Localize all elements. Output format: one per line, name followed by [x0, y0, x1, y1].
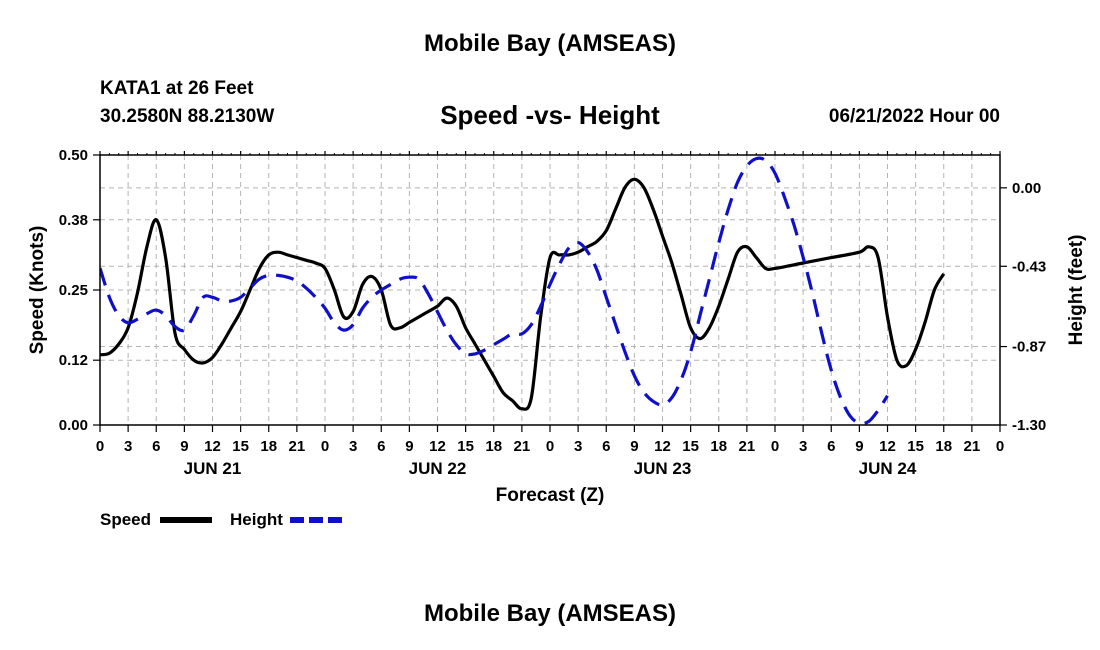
x-tick-label: 12: [879, 438, 896, 455]
day-label: JUN 23: [634, 459, 692, 478]
x-tick-label: 6: [152, 438, 160, 455]
grid: [100, 155, 1000, 426]
footer-title: Mobile Bay (AMSEAS): [423, 600, 677, 627]
x-tick-label: 15: [457, 438, 474, 455]
y-axis-title: Speed (Knots): [27, 226, 48, 355]
x-tick-label: 18: [485, 438, 502, 455]
x-tick-label: 21: [739, 438, 756, 455]
day-label: JUN 24: [859, 459, 917, 478]
forecast-run-time: 06/21/2022 Hour 00: [828, 106, 1000, 127]
x-tick-label: 12: [204, 438, 221, 455]
chart-title: Speed -vs- Height: [440, 100, 660, 130]
x-tick-label: 3: [574, 438, 582, 455]
legend: Speed Height: [100, 510, 342, 529]
x-tick-label: 12: [654, 438, 671, 455]
x-tick-label: 9: [405, 438, 413, 455]
series-speed-line: [100, 177, 946, 411]
y2-tick-label: -0.43: [1012, 258, 1046, 275]
y-tick-label: 0.25: [59, 282, 88, 299]
station-name: KATA1 at 26 Feet: [100, 78, 254, 99]
x-tick-label: 3: [799, 438, 807, 455]
legend-label-height: Height: [230, 510, 283, 529]
page-title: Mobile Bay (AMSEAS): [423, 30, 677, 57]
series-height-line: [100, 156, 889, 425]
series-layer: [100, 156, 946, 425]
x-tick-label: 0: [321, 438, 329, 455]
y2-tick-label: 0.00: [1012, 180, 1041, 197]
y-tick-label: 0.38: [59, 212, 88, 229]
day-label: JUN 21: [184, 459, 242, 478]
x-tick-label: 21: [964, 438, 981, 455]
x-tick-label: 9: [630, 438, 638, 455]
station-coordinates: 30.2580N 88.2130W: [100, 106, 275, 127]
x-tick-label: 15: [907, 438, 924, 455]
x-tick-label: 3: [124, 438, 132, 455]
x-tick-label: 9: [180, 438, 188, 455]
x-tick-label: 12: [429, 438, 446, 455]
x-tick-label: 15: [682, 438, 699, 455]
x-tick-label: 6: [827, 438, 835, 455]
x-tick-label: 3: [349, 438, 357, 455]
x-tick-label: 0: [771, 438, 779, 455]
x-tick-label: 21: [289, 438, 306, 455]
x-tick-label: 6: [602, 438, 610, 455]
day-label: JUN 22: [409, 459, 467, 478]
x-tick-label: 15: [232, 438, 249, 455]
x-tick-label: 21: [514, 438, 531, 455]
speed-height-chart: 0 3 6 9 12 15 18 21 0 3 6 9 12 15 18 21 0 3 6 9 12 15 18 21 0 3 6 9…: [27, 147, 1087, 529]
x-tick-label: 18: [935, 438, 952, 455]
x-axis-title: Forecast (Z): [496, 485, 605, 506]
x-tick-label: 0: [96, 438, 104, 455]
x-tick-label: 9: [855, 438, 863, 455]
y-tick-label: 0.12: [59, 352, 88, 369]
axis-labels: 0 3 6 9 12 15 18 21 0 3 6 9 12 15 18 21 0 3 6 9 12 15 18 21 0 3 6 9…: [27, 147, 1087, 506]
y2-tick-label: -1.30: [1012, 417, 1046, 434]
y2-tick-label: -0.87: [1012, 339, 1046, 356]
x-tick-label: 0: [546, 438, 554, 455]
x-tick-label: 18: [260, 438, 277, 455]
legend-label-speed: Speed: [100, 510, 151, 529]
y2-axis-title: Height (feet): [1066, 235, 1087, 346]
x-tick-label: 0: [996, 438, 1004, 455]
x-tick-label: 6: [377, 438, 385, 455]
x-tick-label: 18: [710, 438, 727, 455]
y-tick-label: 0.00: [59, 417, 88, 434]
y-tick-label: 0.50: [59, 147, 88, 164]
ticks: [93, 151, 1007, 432]
